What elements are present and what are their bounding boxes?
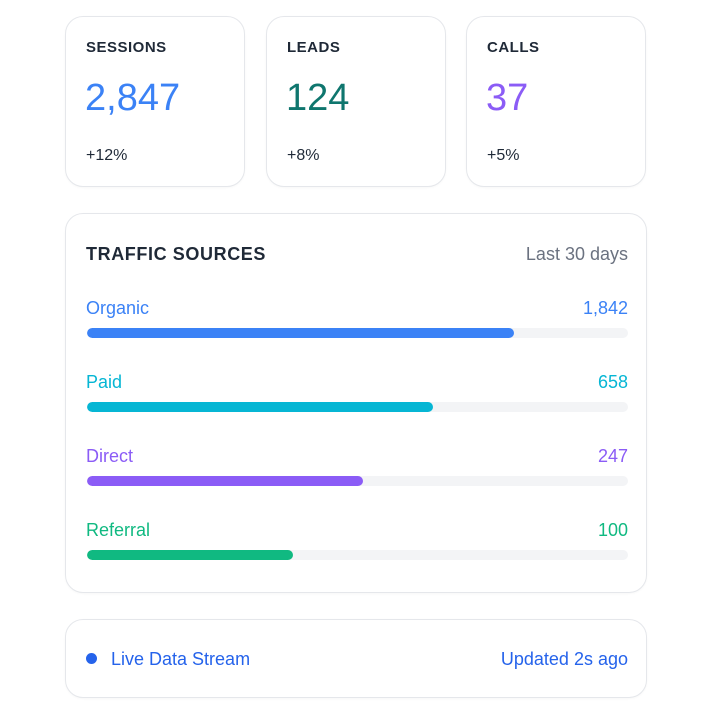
stat-label: CALLS	[487, 39, 540, 56]
stat-label: LEADS	[287, 39, 341, 56]
date-range: Last 30 days	[525, 244, 628, 264]
stat-label: SESSIONS	[86, 39, 167, 56]
stat-value: 124	[286, 77, 350, 119]
source-name: Organic	[86, 298, 150, 318]
source-count: 658	[597, 372, 628, 392]
stat-card-calls: CALLS 37 +5%	[466, 16, 646, 187]
source-name: Direct	[86, 446, 134, 466]
source-count: 247	[597, 446, 628, 466]
progress-fill	[87, 402, 434, 412]
stat-value: 37	[486, 77, 529, 119]
stat-delta: +8%	[287, 147, 320, 164]
progress-track	[87, 402, 628, 412]
card-title: TRAFFIC SOURCES	[86, 244, 266, 264]
live-stream-card: Live Data Stream Updated 2s ago	[65, 619, 647, 698]
stat-delta: +5%	[487, 147, 520, 164]
stat-card-sessions: SESSIONS 2,847 +12%	[65, 16, 245, 187]
live-status-dot-icon	[86, 653, 97, 664]
source-count: 1,842	[582, 298, 628, 318]
source-row-paid: Paid 658	[86, 372, 628, 422]
source-row-organic: Organic 1,842	[86, 298, 628, 348]
progress-fill	[87, 476, 363, 486]
source-row-referral: Referral 100	[86, 520, 628, 570]
last-updated-text: Updated 2s ago	[500, 649, 628, 669]
stat-value: 2,847	[85, 77, 181, 119]
stat-delta: +12%	[86, 147, 128, 164]
source-count: 100	[597, 520, 628, 540]
source-name: Referral	[86, 520, 151, 540]
progress-fill	[87, 550, 293, 560]
traffic-sources-card: TRAFFIC SOURCES Last 30 days Organic 1,8…	[65, 213, 647, 593]
source-name: Paid	[86, 372, 123, 392]
live-stream-label: Live Data Stream	[111, 649, 251, 669]
progress-fill	[87, 328, 515, 338]
progress-track	[87, 550, 628, 560]
progress-track	[87, 328, 628, 338]
source-row-direct: Direct 247	[86, 446, 628, 496]
stat-card-leads: LEADS 124 +8%	[266, 16, 446, 187]
progress-track	[87, 476, 628, 486]
